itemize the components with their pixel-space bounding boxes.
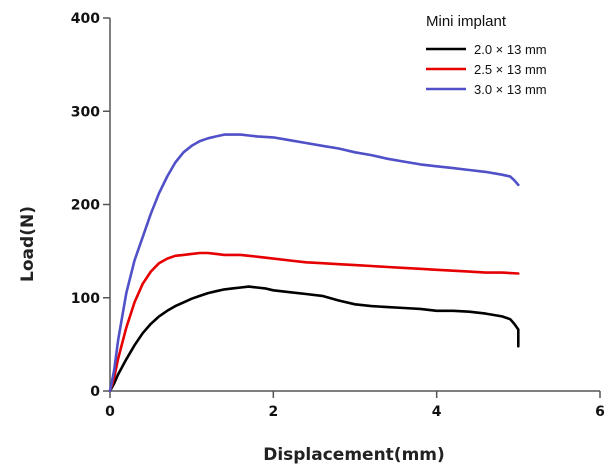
x-tick-label: 6 xyxy=(595,404,605,420)
legend: Mini implant 2.0 × 13 mm 2.5 × 13 mm 3.0 ×… xyxy=(426,13,547,97)
axes: 0 100 200 300 400 0 2 4 6 xyxy=(71,11,605,420)
legend-label-2: 2.5 × 13 mm xyxy=(474,62,547,77)
y-tick-label: 100 xyxy=(71,291,100,307)
series-line-2 xyxy=(108,251,520,393)
y-tick-label: 0 xyxy=(90,384,100,400)
series-line-1 xyxy=(108,285,520,393)
legend-label-1: 2.0 × 13 mm xyxy=(474,42,547,57)
x-tick-label: 0 xyxy=(105,404,115,420)
y-axis-title: Load(N) xyxy=(18,206,38,282)
series-line-3 xyxy=(108,133,520,393)
legend-label-3: 3.0 × 13 mm xyxy=(474,82,547,97)
y-tick-label: 400 xyxy=(71,11,100,27)
x-axis-title: Displacement(mm) xyxy=(263,445,445,465)
series-layer xyxy=(108,133,520,393)
y-tick-label: 200 xyxy=(71,198,100,214)
y-tick-label: 300 xyxy=(71,104,100,120)
legend-title: Mini implant xyxy=(426,13,507,30)
x-tick-label: 2 xyxy=(268,404,278,420)
x-tick-label: 4 xyxy=(432,404,442,420)
